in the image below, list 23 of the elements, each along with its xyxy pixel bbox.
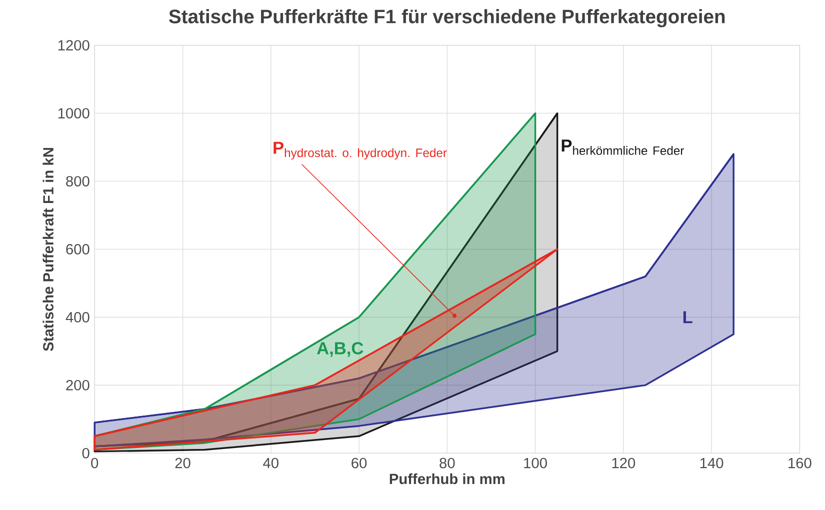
y-tick-label: 1000 xyxy=(58,108,90,118)
y-tick-label: 0 xyxy=(82,448,90,458)
x-tick-label: 20 xyxy=(175,458,190,468)
x-tick-label: 40 xyxy=(263,458,278,468)
x-tick-label: 80 xyxy=(440,458,455,468)
x-tick-label: 160 xyxy=(788,458,812,468)
x-tick-label: 140 xyxy=(700,458,724,468)
text: $\mathbf{P}_{\mathrm{hydrostat.\ o.\ hydrodyn.\ Feder}}$ xyxy=(274,142,447,160)
x-axis-title: Pufferhub in mm xyxy=(390,473,504,484)
y-tick-label: 600 xyxy=(66,244,90,254)
series-label: $\mathbf{P}_{\mathrm{herkömmliche\ Feder}}$ xyxy=(562,139,684,155)
text: L xyxy=(683,311,692,323)
y-tick-label: 200 xyxy=(66,380,90,390)
y-tick-label: 400 xyxy=(66,312,90,322)
y-tick-label: 1200 xyxy=(58,40,90,50)
series-label: A,B,C xyxy=(317,342,364,357)
x-tick-label: 60 xyxy=(352,458,367,468)
x-tick-label: 0 xyxy=(91,458,98,468)
x-tick-label: 100 xyxy=(524,458,547,468)
y-axis-title: Statische Pufferkraft F1 in kN xyxy=(42,148,54,351)
chart-title: Statische Pufferkräfte F1 für verschiedene Pufferkategoreien xyxy=(169,8,725,28)
y-tick-label: 800 xyxy=(66,176,90,186)
x-tick-label: 120 xyxy=(612,458,636,468)
